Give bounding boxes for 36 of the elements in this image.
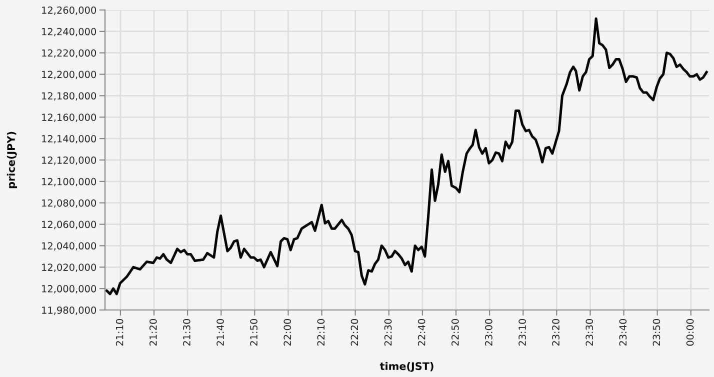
y-tick-label: 12,140,000 (42, 135, 96, 144)
y-tick-label: 12,020,000 (42, 264, 96, 272)
y-tick-label: 12,180,000 (42, 92, 96, 101)
x-tick-label: 23:10 (518, 318, 526, 346)
x-tick-label: 22:20 (350, 318, 358, 346)
x-tick-label: 21:20 (149, 318, 157, 346)
y-tick-label: 12,220,000 (42, 49, 96, 58)
x-tick-label: 21:10 (116, 318, 124, 346)
x-axis-title: time(JST) (380, 362, 434, 372)
y-tick-label: 12,100,000 (42, 178, 96, 186)
y-tick-label: 12,040,000 (42, 242, 96, 251)
y-axis-title: price(JPY) (6, 132, 17, 188)
y-tick-label: 12,080,000 (42, 199, 96, 208)
x-tick-label: 00:00 (686, 318, 694, 346)
x-tick-label: 23:50 (652, 318, 660, 346)
x-tick-label: 23:30 (586, 318, 594, 346)
y-tick-label: 12,200,000 (42, 70, 96, 80)
y-tick-label: 12,240,000 (42, 28, 96, 36)
y-tick-label: 12,160,000 (42, 114, 96, 122)
x-tick-label: 22:40 (418, 318, 426, 346)
x-tick-label: 22:00 (284, 318, 292, 346)
x-tick-label: 23:20 (552, 318, 560, 346)
x-tick-label: 21:40 (216, 318, 224, 346)
x-tick-label: 22:30 (384, 318, 392, 346)
x-tick-label: 22:50 (451, 318, 459, 346)
y-tick-label: 12,000,000 (42, 285, 96, 294)
x-tick-label: 22:10 (317, 318, 325, 346)
y-tick-label: 12,120,000 (42, 156, 96, 165)
x-tick-label: 21:30 (183, 318, 190, 346)
x-tick-label: 21:50 (250, 318, 258, 346)
y-tick-label: 12,060,000 (42, 220, 96, 230)
x-tick-label: 23:40 (619, 318, 627, 346)
line-series (106, 17, 708, 296)
x-tick-label: 23:00 (485, 318, 492, 346)
y-tick-label: 11,980,000 (42, 306, 96, 315)
y-tick-label: 12,260,000 (42, 6, 96, 15)
